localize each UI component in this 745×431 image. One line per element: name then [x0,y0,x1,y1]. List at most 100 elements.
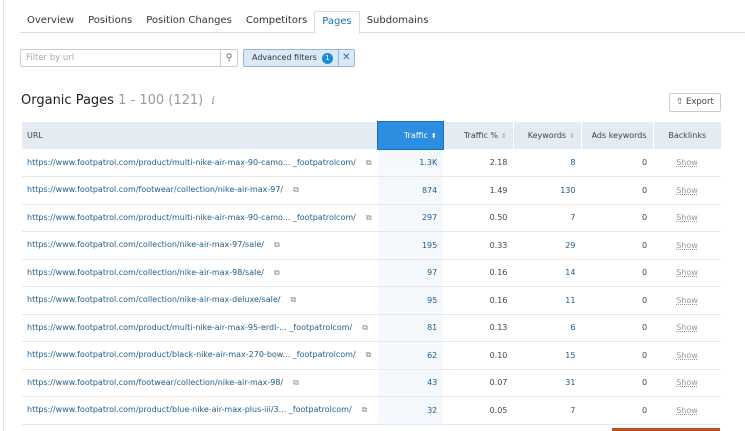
url-cell: https://www.footpatrol.com/footwear/coll… [22,176,378,205]
external-link-icon[interactable]: ⧉ [273,240,280,250]
page-url-link[interactable]: https://www.footpatrol.com/footwear/coll… [27,185,284,195]
external-link-icon[interactable]: ⧉ [365,157,372,167]
col-keywords-label: Keywords [527,131,567,140]
info-icon[interactable]: i [211,94,215,107]
notification-bar [612,428,720,431]
keywords-link[interactable]: 14 [513,259,582,287]
table-row: https://www.footpatrol.com/product/multi… [22,204,721,232]
table-row: https://www.footpatrol.com/product/multi… [22,314,721,342]
backlinks-show-link[interactable]: Show [653,259,721,287]
page-url-link[interactable]: https://www.footpatrol.com/product/multi… [27,212,356,222]
ads-keywords-cell: 0 [581,176,654,205]
external-link-icon[interactable]: ⧉ [362,322,368,332]
ads-keywords-cell: 0 [581,396,654,425]
url-cell: https://www.footpatrol.com/collection/ni… [22,259,378,287]
keywords-link[interactable]: 31 [513,369,582,397]
page-url-link[interactable]: https://www.footpatrol.com/collection/ni… [27,240,264,250]
traffic-pct-cell: 0.10 [443,341,514,370]
external-link-icon[interactable]: ⧉ [361,405,368,415]
backlinks-show-link[interactable]: Show [653,149,721,177]
clear-filters-close-icon[interactable]: ✕ [337,50,354,66]
sort-icon: ⬍ [430,132,437,140]
col-backlinks-label: Backlinks [668,131,707,140]
keywords-link[interactable]: 7 [513,396,582,425]
keywords-link[interactable]: 29 [513,231,582,260]
table-row: https://www.footpatrol.com/product/black… [22,341,721,370]
page-url-link[interactable]: https://www.footpatrol.com/collection/ni… [27,295,281,305]
col-keywords[interactable]: Keywords ⬍ [512,122,582,149]
backlinks-show-link[interactable]: Show [653,286,721,315]
traffic-pct-cell: 0.13 [443,314,514,342]
page-url-link[interactable]: https://www.footpatrol.com/footwear/coll… [27,377,284,387]
page-title: Organic Pages 1 - 100 (121) i [21,93,215,108]
backlinks-show-link[interactable]: Show [653,314,721,342]
traffic-pct-cell: 0.05 [443,396,514,425]
ads-keywords-cell: 0 [581,341,654,370]
url-cell: https://www.footpatrol.com/product/multi… [22,204,378,232]
col-ads-keywords: Ads keywords [580,122,654,149]
export-button[interactable]: ⇧ Export [669,93,721,112]
url-cell: https://www.footpatrol.com/collection/ni… [22,286,378,315]
keywords-link[interactable]: 8 [513,149,582,177]
url-cell: https://www.footpatrol.com/collection/ni… [22,231,378,260]
url-cell: https://www.footpatrol.com/product/multi… [22,314,378,342]
page-url-link[interactable]: https://www.footpatrol.com/product/multi… [27,322,353,332]
external-link-icon[interactable]: ⧉ [290,295,297,305]
col-url: URL [22,122,378,149]
tab-subdomains[interactable]: Subdomains [366,15,429,26]
backlinks-show-link[interactable]: Show [653,369,721,397]
table-row: https://www.footpatrol.com/product/multi… [22,149,721,177]
keywords-link[interactable]: 15 [513,341,582,370]
col-traffic-pct[interactable]: Traffic % ⬍ [442,122,514,149]
advanced-filters-button[interactable]: Advanced filters 1 [244,50,338,66]
table-row: https://www.footpatrol.com/footwear/coll… [22,176,721,205]
traffic-cell: 297 [377,204,444,232]
keywords-link[interactable]: 11 [513,286,582,315]
col-url-label: URL [27,131,43,140]
tab-pages[interactable]: Pages [314,11,360,34]
page-url-link[interactable]: https://www.footpatrol.com/product/multi… [27,157,356,167]
ads-keywords-cell: 0 [581,286,654,315]
tab-overview[interactable]: Overview [27,15,75,26]
page-url-link[interactable]: https://www.footpatrol.com/product/blue-… [27,405,352,415]
external-link-icon[interactable]: ⧉ [365,350,372,360]
ads-keywords-cell: 0 [581,314,654,342]
url-cell: https://www.footpatrol.com/product/black… [22,341,378,370]
external-link-icon[interactable]: ⧉ [293,185,299,195]
backlinks-show-link[interactable]: Show [653,396,721,425]
table-row: https://www.footpatrol.com/collection/ni… [22,259,721,287]
traffic-pct-cell: 0.16 [443,259,514,287]
backlinks-show-link[interactable]: Show [653,176,721,205]
title-text: Organic Pages [21,93,114,108]
traffic-pct-cell: 0.33 [443,231,514,260]
page-url-link[interactable]: https://www.footpatrol.com/product/black… [27,350,356,360]
tab-competitors[interactable]: Competitors [245,15,308,26]
keywords-link[interactable]: 7 [513,204,582,232]
traffic-cell: 81 [377,314,444,342]
url-cell: https://www.footpatrol.com/footwear/coll… [22,369,378,397]
ads-keywords-cell: 0 [581,204,654,232]
external-link-icon[interactable]: ⧉ [365,212,372,222]
page-url-link[interactable]: https://www.footpatrol.com/collection/ni… [27,267,264,277]
ads-keywords-cell: 0 [581,369,654,397]
external-link-icon[interactable]: ⧉ [293,377,299,387]
keywords-link[interactable]: 6 [513,314,582,342]
filter-count-badge: 1 [321,52,333,64]
url-cell: https://www.footpatrol.com/product/multi… [22,149,378,177]
backlinks-show-link[interactable]: Show [653,341,721,370]
tab-position-changes[interactable]: Position Changes [146,15,232,26]
tab-positions[interactable]: Positions [88,15,133,26]
export-label: Export [686,97,714,107]
filter-by-url-input[interactable] [21,50,220,66]
url-filter: ⚲ [20,49,238,67]
table-row: https://www.footpatrol.com/collection/ni… [22,286,721,315]
external-link-icon[interactable]: ⧉ [273,267,280,277]
url-cell: https://www.footpatrol.com/product/blue-… [22,396,378,425]
backlinks-show-link[interactable]: Show [653,204,721,232]
table-row: https://www.footpatrol.com/collection/ni… [22,231,721,260]
keywords-link[interactable]: 130 [513,176,582,205]
traffic-pct-cell: 0.07 [443,369,514,397]
search-icon[interactable]: ⚲ [220,50,237,66]
col-traffic[interactable]: Traffic ⬍ [376,121,445,150]
backlinks-show-link[interactable]: Show [653,231,721,260]
